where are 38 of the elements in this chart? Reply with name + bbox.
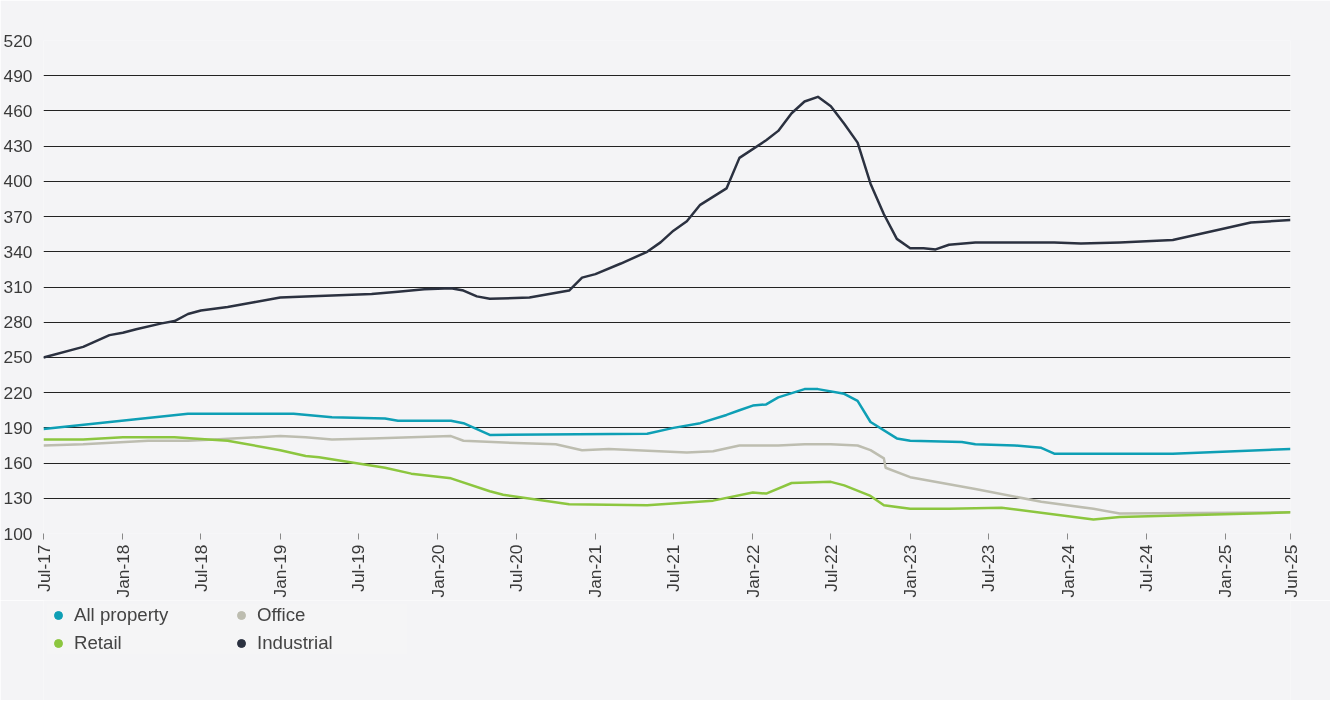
x-tick-label: Jul-24 <box>1136 544 1157 592</box>
x-tick-label: Jul-20 <box>506 544 527 592</box>
x-tick-label: Jul-21 <box>663 544 684 592</box>
y-tick-label: 130 <box>3 488 33 509</box>
x-tick-label: Jan-23 <box>900 544 921 598</box>
y-tick-label: 190 <box>3 417 33 438</box>
x-tick-label: Jan-24 <box>1057 544 1078 598</box>
line-series <box>43 95 1291 359</box>
y-tick-label: 520 <box>3 30 33 51</box>
y-tick-label: 160 <box>3 453 33 474</box>
legend-label: Office <box>257 604 307 626</box>
x-tick-label: Jul-22 <box>820 544 841 592</box>
y-tick-label: 280 <box>3 312 33 333</box>
legend-label: All property <box>74 604 170 626</box>
y-tick-label: 250 <box>3 347 33 368</box>
y-tick-label: 460 <box>3 100 33 121</box>
legend-label: Retail <box>74 632 123 654</box>
legend-label: Industrial <box>257 632 334 654</box>
y-tick-label: 340 <box>3 241 33 262</box>
y-tick-label: 430 <box>3 136 33 157</box>
x-tick-label: Jul-18 <box>190 544 211 592</box>
x-tick-label: Jan-22 <box>742 544 763 598</box>
x-tick-label: Jul-17 <box>33 544 54 592</box>
x-tick-label: Jan-21 <box>585 544 606 598</box>
y-tick-label: 100 <box>3 523 33 544</box>
line-series <box>43 387 1291 455</box>
y-tick-label: 400 <box>3 171 33 192</box>
y-tick-label: 370 <box>3 206 33 227</box>
x-tick-label: Jun-25 <box>1280 544 1301 598</box>
x-tick-label: Jan-18 <box>112 544 133 598</box>
x-tick-label: Jul-23 <box>978 544 999 592</box>
x-tick-label: Jan-25 <box>1215 544 1236 598</box>
x-tick-label: Jul-19 <box>348 544 369 592</box>
x-tick-label: Jan-20 <box>427 544 448 598</box>
x-tick-label: Jan-19 <box>270 544 291 598</box>
y-tick-label: 490 <box>3 65 33 86</box>
y-tick-label: 310 <box>3 277 33 297</box>
y-tick-label: 220 <box>3 382 33 403</box>
